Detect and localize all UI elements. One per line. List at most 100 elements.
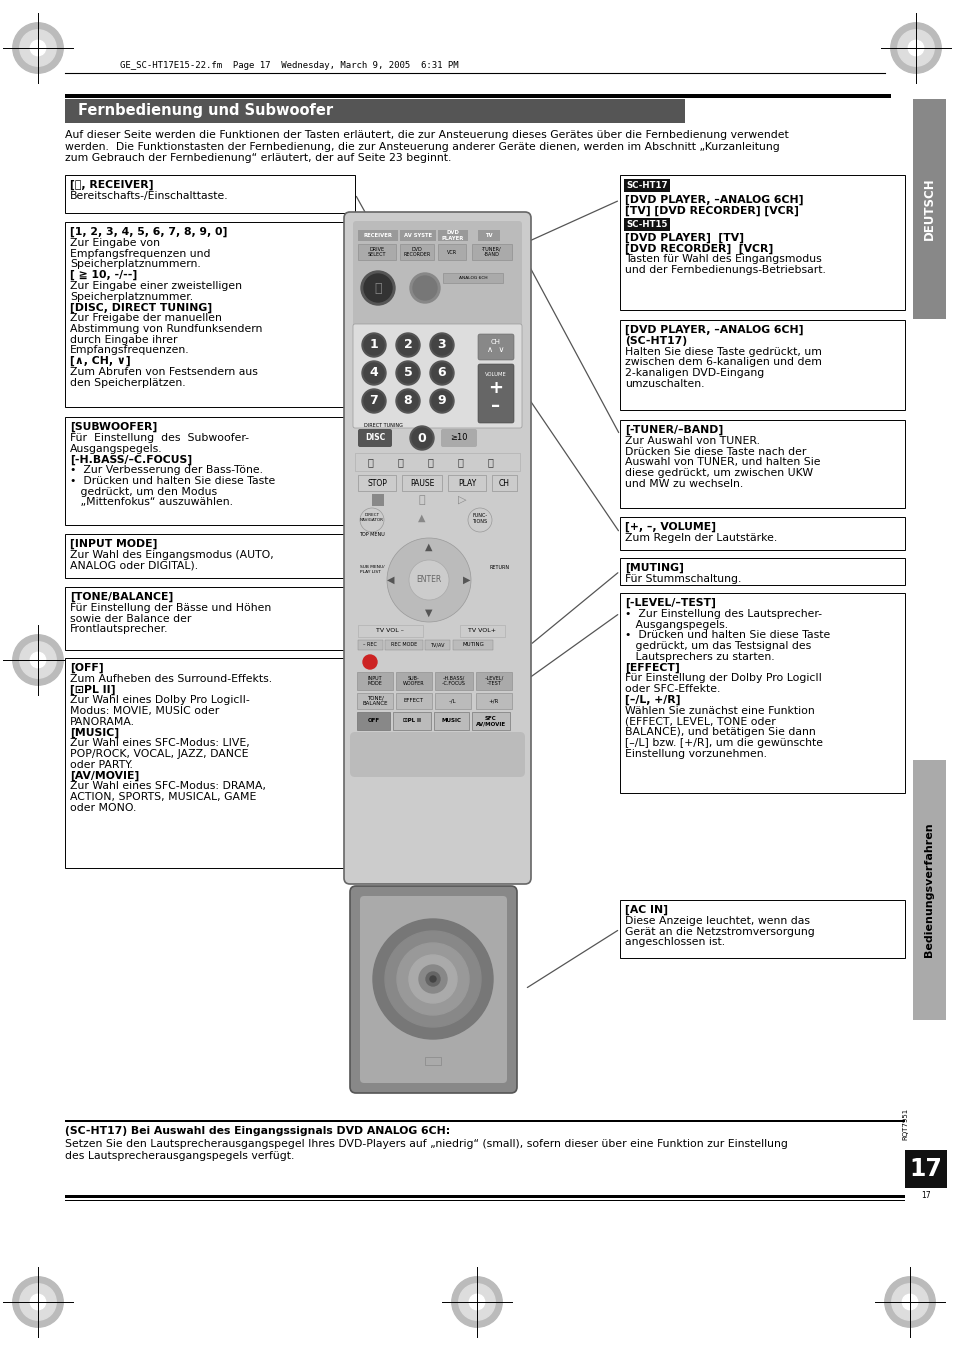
- Text: 2-kanaligen DVD-Eingang: 2-kanaligen DVD-Eingang: [624, 367, 763, 378]
- Text: BALANCE), und betätigen Sie dann: BALANCE), und betätigen Sie dann: [624, 727, 815, 738]
- Text: ⏩: ⏩: [456, 457, 462, 467]
- Text: [EFFECT]: [EFFECT]: [624, 662, 679, 673]
- Text: ANALOG oder DIGITAL).: ANALOG oder DIGITAL).: [70, 561, 198, 570]
- Text: umzuschalten.: umzuschalten.: [624, 378, 703, 389]
- Text: •  Drücken und halten Sie diese Taste: • Drücken und halten Sie diese Taste: [624, 631, 829, 640]
- Text: Zur Freigabe der manuellen: Zur Freigabe der manuellen: [70, 313, 222, 323]
- Text: TV: TV: [485, 232, 493, 238]
- Text: Für  Einstellung  des  Subwoofer-: Für Einstellung des Subwoofer-: [70, 432, 249, 443]
- Circle shape: [396, 943, 469, 1015]
- Text: REC MODE: REC MODE: [391, 643, 416, 647]
- Bar: [65, 222, 355, 407]
- Text: [MUTING]: [MUTING]: [624, 563, 683, 573]
- Text: Frontlautsprecher.: Frontlautsprecher.: [70, 624, 169, 634]
- Text: CH: CH: [498, 478, 510, 488]
- Text: [-H.BASS/–C.FOCUS]: [-H.BASS/–C.FOCUS]: [70, 454, 192, 465]
- Circle shape: [883, 1277, 934, 1327]
- Circle shape: [373, 919, 493, 1039]
- Bar: [619, 320, 904, 409]
- Text: ⏭: ⏭: [396, 457, 402, 467]
- Circle shape: [12, 635, 63, 685]
- Text: PAUSE: PAUSE: [410, 478, 434, 488]
- Circle shape: [397, 363, 417, 382]
- Bar: [357, 245, 395, 259]
- Circle shape: [397, 390, 417, 411]
- Text: [-TUNER/–BAND]: [-TUNER/–BAND]: [624, 426, 722, 435]
- Bar: [65, 534, 355, 578]
- Bar: [372, 494, 384, 507]
- Text: [DISC, DIRECT TUNING]: [DISC, DIRECT TUNING]: [70, 303, 212, 312]
- Text: 7: 7: [369, 394, 378, 408]
- Text: „Mittenfokus“ auszuwählen.: „Mittenfokus“ auszuwählen.: [70, 497, 233, 508]
- Text: 4: 4: [369, 366, 378, 380]
- Text: 9: 9: [437, 394, 446, 408]
- Text: ⏸: ⏸: [418, 494, 425, 505]
- Text: angeschlossen ist.: angeschlossen ist.: [624, 938, 724, 947]
- Bar: [424, 1056, 440, 1065]
- Text: und MW zu wechseln.: und MW zu wechseln.: [624, 478, 742, 489]
- Circle shape: [20, 642, 56, 678]
- Bar: [437, 230, 468, 240]
- Text: MUSIC: MUSIC: [441, 719, 461, 724]
- Text: (EFFECT, LEVEL, TONE oder: (EFFECT, LEVEL, TONE oder: [624, 716, 775, 727]
- Text: VOLUME: VOLUME: [485, 372, 506, 377]
- Text: 2: 2: [403, 339, 412, 351]
- FancyBboxPatch shape: [359, 896, 506, 1084]
- Bar: [65, 99, 684, 123]
- Text: POP/ROCK, VOCAL, JAZZ, DANCE: POP/ROCK, VOCAL, JAZZ, DANCE: [70, 748, 248, 759]
- Text: +/R: +/R: [488, 698, 498, 704]
- Text: Empfangsfrequenzen.: Empfangsfrequenzen.: [70, 346, 190, 355]
- Text: [DVD PLAYER, –ANALOG 6CH]: [DVD PLAYER, –ANALOG 6CH]: [624, 195, 802, 205]
- Circle shape: [430, 361, 454, 385]
- Text: SC-HT17: SC-HT17: [625, 181, 667, 190]
- Text: durch Eingabe ihrer: durch Eingabe ihrer: [70, 335, 177, 345]
- Text: DVD
PLAYER: DVD PLAYER: [441, 230, 464, 240]
- Text: [TV] [DVD RECORDER] [VCR]: [TV] [DVD RECORDER] [VCR]: [624, 205, 798, 216]
- Bar: [65, 95, 890, 99]
- Bar: [357, 640, 382, 650]
- Bar: [434, 712, 469, 730]
- Circle shape: [430, 975, 436, 982]
- Circle shape: [364, 335, 384, 355]
- Bar: [472, 712, 510, 730]
- Circle shape: [30, 653, 46, 667]
- Text: –/L: –/L: [449, 698, 456, 704]
- Text: [INPUT MODE]: [INPUT MODE]: [70, 539, 157, 550]
- Bar: [357, 626, 422, 638]
- Text: Speicherplatznummer.: Speicherplatznummer.: [70, 292, 193, 301]
- Text: TV/AV: TV/AV: [429, 643, 444, 647]
- Text: Ausgangspegels.: Ausgangspegels.: [70, 443, 162, 454]
- Text: [AV/MOVIE]: [AV/MOVIE]: [70, 770, 139, 781]
- FancyBboxPatch shape: [477, 363, 514, 423]
- FancyBboxPatch shape: [440, 430, 476, 447]
- Text: 5: 5: [403, 366, 412, 380]
- Text: EFFECT: EFFECT: [403, 698, 423, 704]
- Circle shape: [430, 332, 454, 357]
- Text: Zum Regeln der Lautstärke.: Zum Regeln der Lautstärke.: [624, 532, 777, 543]
- Circle shape: [891, 1283, 927, 1320]
- Text: den Speicherplätzen.: den Speicherplätzen.: [70, 378, 186, 388]
- Bar: [459, 626, 504, 638]
- Text: Für Einstellung der Bässe und Höhen: Für Einstellung der Bässe und Höhen: [70, 603, 271, 613]
- Text: [⏻, RECEIVER]: [⏻, RECEIVER]: [70, 180, 153, 190]
- Text: [OFF]: [OFF]: [70, 663, 104, 673]
- Text: 1: 1: [369, 339, 378, 351]
- Text: CH: CH: [491, 339, 500, 345]
- Bar: [448, 476, 485, 490]
- Text: PLAY: PLAY: [457, 478, 476, 488]
- Text: [AC IN]: [AC IN]: [624, 905, 667, 915]
- FancyBboxPatch shape: [344, 212, 531, 884]
- Text: TONE/
BALANCE: TONE/ BALANCE: [362, 696, 387, 707]
- Circle shape: [907, 41, 923, 55]
- Circle shape: [387, 538, 471, 621]
- Text: SUB-
WOOFER: SUB- WOOFER: [403, 676, 424, 686]
- Text: Bedienungsverfahren: Bedienungsverfahren: [923, 823, 933, 958]
- Bar: [619, 900, 904, 958]
- Circle shape: [360, 272, 395, 305]
- Text: Auf dieser Seite werden die Funktionen der Tasten erläutert, die zur Ansteuerung: Auf dieser Seite werden die Funktionen d…: [65, 130, 788, 163]
- Text: Drücken Sie diese Taste nach der: Drücken Sie diese Taste nach der: [624, 447, 805, 457]
- Bar: [395, 671, 432, 690]
- Text: RECEIVER: RECEIVER: [363, 232, 392, 238]
- Text: DEUTSCH: DEUTSCH: [922, 178, 935, 240]
- Text: Einstellung vorzunehmen.: Einstellung vorzunehmen.: [624, 748, 766, 759]
